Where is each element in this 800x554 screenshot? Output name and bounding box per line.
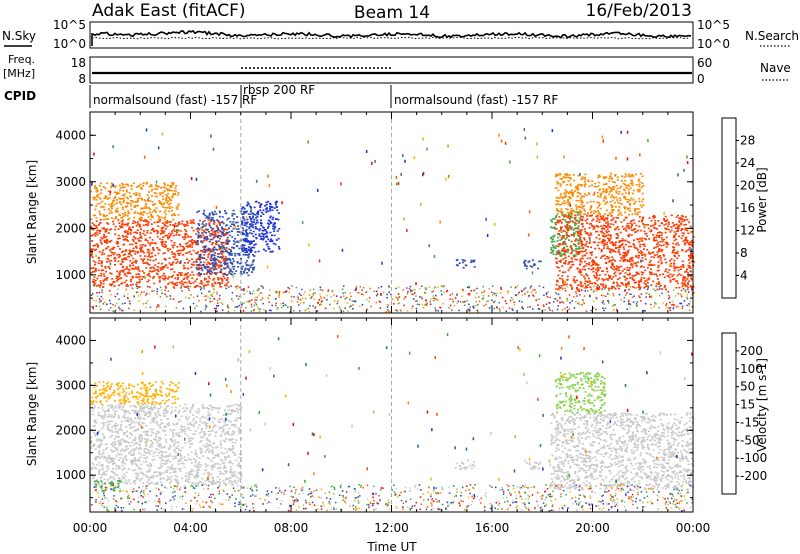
x-tick-label: 00:00 [73, 521, 108, 535]
freq-tick-bottom: 8 [78, 72, 86, 86]
velocity-echo-region [90, 403, 243, 486]
power-colorbar: 4 8 12 16 20 24 28 [721, 117, 755, 299]
noise-strip [89, 21, 694, 49]
power-low-range-noise [90, 285, 695, 313]
x-tick-label: 04:00 [173, 521, 208, 535]
velocity-y-tick-label: 1000 [55, 468, 86, 482]
velocity-colorbar: 200 100 50 15 -15 -50 -100 -200 [721, 332, 767, 495]
date-title: 16/Feb/2013 [586, 1, 692, 21]
station-title: Adak East (fitACF) [92, 1, 246, 21]
nave-tick-bottom: 0 [697, 72, 705, 86]
velocity-echo-region [90, 380, 180, 405]
cpid-segment-3: normalsound (fast) -157 RF [394, 93, 558, 107]
nsearch-label: N.Search [745, 29, 799, 43]
nave-label: Nave [760, 61, 791, 75]
power-echo-region [195, 209, 256, 277]
velocity-colorbar-tick-label: -100 [740, 451, 767, 465]
power-y-axis-label: Slant Range [km] [25, 160, 39, 264]
power-y-tick-label: 3000 [55, 175, 86, 189]
velocity-y-tick-label: 2000 [55, 423, 86, 437]
power-sparse-echoes [91, 128, 692, 291]
nave-tick-top: 60 [697, 56, 712, 70]
velocity-echo-region [523, 459, 542, 470]
velocity-y-tick-label: 4000 [55, 333, 86, 347]
cpid-segment-1: normalsound (fast) -157 RF [93, 93, 257, 107]
power-colorbar-tick-label: 28 [740, 134, 755, 148]
velocity-y-tick-label: 3000 [55, 378, 86, 392]
velocity-colorbar-tick-label: -50 [740, 433, 760, 447]
power-echo-region [554, 214, 695, 291]
velocity-colorbar-label: Velocity [m s-1] [755, 358, 769, 452]
power-colorbar-tick-label: 4 [740, 269, 748, 283]
power-colorbar-tick-label: 16 [740, 201, 755, 215]
velocity-colorbar-tick-label: 50 [740, 380, 755, 394]
velocity-colorbar-tick-label: 100 [740, 362, 763, 376]
noise-tick-right-top: 10^5 [697, 18, 730, 32]
velocity-echo-region [454, 459, 476, 470]
power-colorbar-tick-label: 8 [740, 246, 748, 260]
velocity-colorbar-tick-label: 200 [740, 344, 763, 358]
velocity-colorbar-tick-label: -200 [740, 469, 767, 483]
noise-trace [91, 29, 692, 46]
x-tick-label: 08:00 [274, 521, 309, 535]
freq-tick-top: 18 [71, 56, 86, 70]
x-tick-label: 16:00 [475, 521, 510, 535]
velocity-colorbar-frame [721, 332, 737, 495]
freq-strip [89, 56, 694, 84]
velocity-echo-region [550, 412, 695, 491]
power-echo-region [523, 259, 542, 270]
velocity-sparse-echoes [90, 333, 693, 490]
power-colorbar-label: Power [dB] [755, 167, 769, 232]
power-echo-region [240, 200, 281, 254]
power-heatmap-panel: 1000 2000 3000 4000 [55, 111, 695, 314]
velocity-heatmap-panel: 1000 2000 3000 4000 00:00 04:00 08:00 12:00 16:0… [55, 317, 711, 535]
noise-tick-right-bottom: 10^0 [697, 37, 730, 51]
cpid-segment-2: rbsp 200 RF [243, 83, 315, 97]
beam-title: Beam 14 [354, 3, 430, 23]
x-tick-label: 12:00 [374, 521, 409, 535]
cpid-label: CPID [4, 89, 36, 103]
x-tick-label: 00:00 [676, 521, 711, 535]
power-echo-region [455, 259, 476, 269]
noise-tick-left-top: 10^5 [53, 18, 86, 32]
power-colorbar-tick-label: 12 [740, 224, 755, 238]
nsky-trace-line [91, 29, 692, 46]
power-echo-region [90, 181, 180, 221]
velocity-y-axis-label: Slant Range [km] [25, 362, 39, 466]
power-echo-region [90, 219, 231, 288]
x-axis-label: Time UT [366, 540, 417, 554]
x-tick-label: 20:00 [575, 521, 610, 535]
power-colorbar-tick-label: 24 [740, 156, 755, 170]
freq-label: Freq. [8, 53, 35, 66]
velocity-colorbar-tick-label: -15 [740, 415, 760, 429]
power-colorbar-frame [721, 117, 737, 299]
nsearch-trace-line [91, 36, 691, 40]
power-y-tick-label: 1000 [55, 268, 86, 282]
freq-unit-label: [MHz] [3, 67, 35, 80]
noise-tick-left-bottom: 10^0 [53, 37, 86, 51]
velocity-colorbar-tick-label: 15 [740, 398, 755, 412]
nsky-label: N.Sky [2, 29, 36, 43]
power-echo-region [554, 172, 645, 216]
power-y-tick-label: 2000 [55, 221, 86, 235]
velocity-echo-region [554, 371, 607, 414]
power-y-tick-label: 4000 [55, 128, 86, 142]
velocity-low-range-noise [91, 484, 694, 512]
power-colorbar-tick-label: 20 [740, 179, 755, 193]
